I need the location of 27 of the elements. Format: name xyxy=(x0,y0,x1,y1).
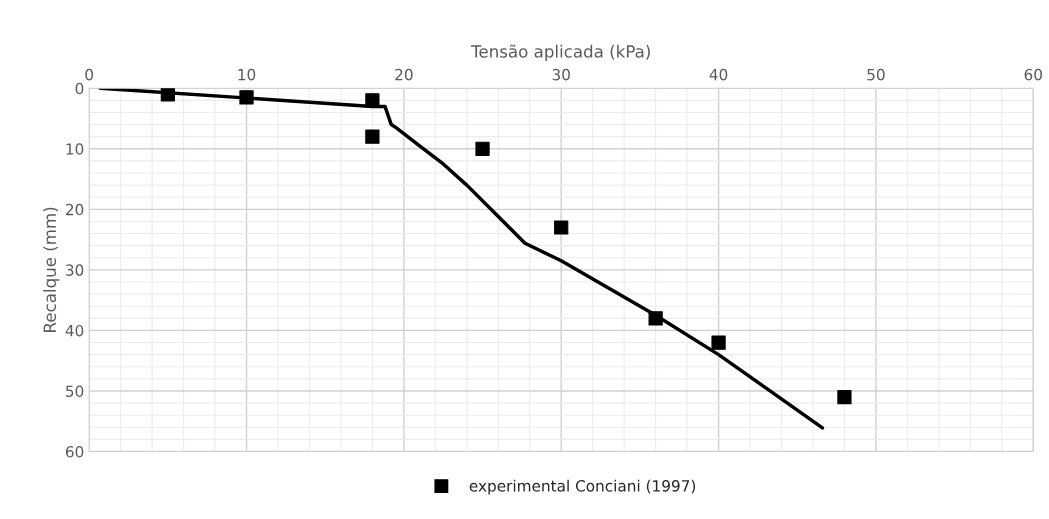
line-series xyxy=(98,88,825,430)
point xyxy=(160,88,175,102)
point xyxy=(648,311,663,326)
y-tick-label: 60 xyxy=(65,446,84,458)
y-tick-label: 40 xyxy=(65,324,84,337)
y-tick-label: 0 xyxy=(75,82,84,95)
y-tick-label: 30 xyxy=(66,264,84,276)
x-axis-title: Tensão aplicada (kPa) xyxy=(471,44,650,61)
point xyxy=(475,141,490,156)
x-tick-label: 0 xyxy=(85,68,94,81)
y-tick-label: 10 xyxy=(66,143,84,155)
point xyxy=(365,129,380,144)
point xyxy=(365,93,380,108)
x-tick-label: 60 xyxy=(1024,68,1042,81)
y-tick-label: 50 xyxy=(66,385,84,397)
x-tick-label: 20 xyxy=(395,68,413,81)
x-tick-label: 40 xyxy=(709,68,728,81)
y-tick-label: 20 xyxy=(65,203,84,216)
y-axis-title: Recalque (mm) xyxy=(43,207,60,332)
legend-label: experimental Conciani (1997) xyxy=(469,479,696,495)
point xyxy=(711,335,726,350)
point xyxy=(239,90,254,105)
x-tick-label: 10 xyxy=(238,68,256,81)
x-tick-label: 50 xyxy=(867,68,885,81)
point xyxy=(554,220,569,235)
x-tick-label: 30 xyxy=(552,68,570,81)
point xyxy=(837,389,852,405)
